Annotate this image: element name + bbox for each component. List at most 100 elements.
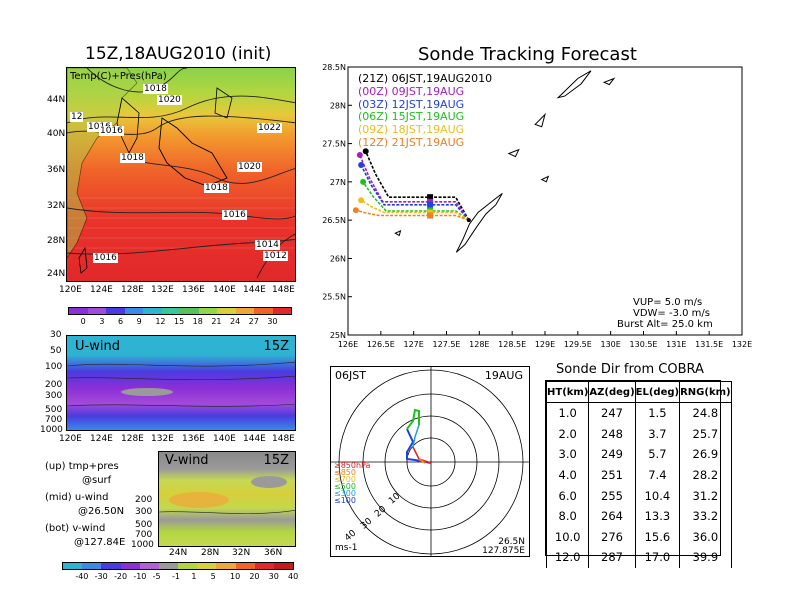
colorbar-tick-label: 1 [191,572,197,581]
temperature-pressure-map: Temp(C)+Pres(hPa) 1018 1020 12 1016 1016… [66,67,296,282]
legend-mid-tag: (mid) [45,492,72,503]
table-cell: 1.5 [634,402,681,424]
u-wind-time: 15Z [263,339,289,354]
colorbar-swatch [158,563,179,569]
table-cell: 4.0 [545,464,590,486]
legend-run: (21Z) [358,72,392,85]
colorbar-tick-label: 3 [99,317,105,326]
table-row: 4.0 251 7.4 28.2 [545,464,732,486]
legend-run: (09Z) [358,123,392,137]
y-tick-label: 28N [330,101,346,110]
colorbar-tick-label: 21 [211,317,222,326]
table-cell: 28.2 [679,464,732,486]
trajectory-end-point [358,162,365,169]
table-cell: 276 [588,526,636,548]
trajectory-line [360,199,470,221]
p-tick: 300 [135,507,153,517]
table-cell: 1.0 [545,402,590,424]
table-title: Sonde Dir from COBRA [556,362,704,377]
legend-valid-time: 15JST,19AUG [391,110,465,124]
colorbar-tick-label: 9 [136,317,142,326]
colorbar-tick-label: 30 [267,317,278,326]
colorbar-swatch [254,308,273,314]
lat-tick: 28N [201,548,220,558]
table-cell: 251 [588,464,636,486]
table-cell: 6.0 [545,485,590,506]
colorbar-swatch [139,563,159,569]
p-tick: 300 [45,391,63,401]
table-row: 12.0 287 17.0 39.9 [545,547,732,568]
table-row: 1.0 247 1.5 24.8 [545,402,732,424]
p-tick: 700 [135,530,153,540]
table-cell: 26.9 [679,444,732,465]
legend-up: (up) tmp+pres [45,461,119,472]
table-row: 8.0 264 13.3 33.2 [545,505,732,527]
y-tick-label: 27.5N [322,140,346,149]
colorbar-tick-label: -1 [172,572,180,581]
isobar-label: 1016 [93,253,118,263]
trajectory-end-point [352,207,359,214]
lon-tick: 132E [151,434,174,444]
p-tick: 30 [50,330,62,340]
x-tick-label: 131.5E [695,340,723,349]
p-tick: 200 [45,380,63,390]
lon-tick: 124E [90,434,113,444]
table-cell: 8.0 [545,505,590,527]
table-cell: 15.6 [634,526,681,548]
legend-bot-var: v-wind [72,523,106,534]
temperature-colorbar-ticks: 0 3 6 9 12 15 18 21 24 27 30 [68,317,292,327]
table-cell: 17.0 [634,547,681,568]
u-wind-title: U-wind [75,339,120,354]
lat-tick: 28N [47,236,66,246]
legend-valid-time: 09JST,19AUG [391,84,465,98]
legend-run: (03Z) [358,97,392,111]
v-wind-title: V-wind [165,453,209,468]
legend-mid: (mid) u-wind [45,492,108,503]
okinoerabu-island [507,148,520,158]
table-row: 6.0 255 10.4 31.2 [545,485,732,506]
v-wind-time: 15Z [263,453,289,468]
colorbar-tick-label: 0 [80,317,86,326]
table-row: 3.0 249 5.7 26.9 [545,444,732,465]
colorbar-tick-label: -5 [152,572,161,581]
table-cell: 3.0 [545,444,590,465]
table-row: 10.0 276 15.6 36.0 [545,526,732,548]
lon-tick: 120E [59,285,82,295]
tokunoshima-island [534,112,546,128]
isobar-label: 1016 [99,126,124,136]
temperature-colorbar [68,307,292,315]
colorbar-tick-label: -20 [114,572,128,581]
table-cell: 36.0 [679,526,732,548]
table-cell: 13.3 [634,505,681,527]
trajectory-line [360,164,470,221]
colorbar-swatch [198,308,217,314]
legend-up-level: @surf [82,475,112,486]
y-tick-label: 25N [330,331,346,340]
lon-tick: 144E [243,434,266,444]
colorbar-tick-label: -10 [133,572,147,581]
sonde-track-chart: 126E 126.5E 127E 127.5E 128E 128.5E 129E 129.5E… [322,63,752,349]
p-tick: 100 [45,362,63,372]
track-legend-row: (21Z) 06JST,19AUG2010 [358,72,492,86]
hodo-lat: 26.5N [498,537,525,547]
colorbar-tick-label: 27 [248,317,259,326]
hodograph-rings [331,367,529,556]
y-tick-label: 26.5N [322,216,346,225]
yoron-island [540,175,550,183]
table-cell: 10.4 [634,485,681,506]
col-header-ht: HT(km) [545,381,590,403]
p-tick: 1000 [40,425,63,435]
lon-tick: 136E [182,434,205,444]
trajectory-line [364,150,470,221]
isobar-label: 1018 [120,153,145,163]
trajectory-end-point [360,178,367,185]
x-tick-label: 127.5E [433,340,461,349]
hodo-legend-item: ≤700 [334,475,356,484]
isobar-label: 1020 [237,162,262,172]
init-title: 15Z,18AUG2010 (init) [85,44,272,64]
table-cell: 247 [588,402,636,424]
wind-colorbar-ticks: -40 -30 -20 -10 -5 -1 1 5 10 20 30 40 [62,572,298,582]
colorbar-swatch [143,308,162,314]
lon-tick: 144E [243,285,266,295]
v-wind-panel: V-wind 15Z [158,451,296,547]
